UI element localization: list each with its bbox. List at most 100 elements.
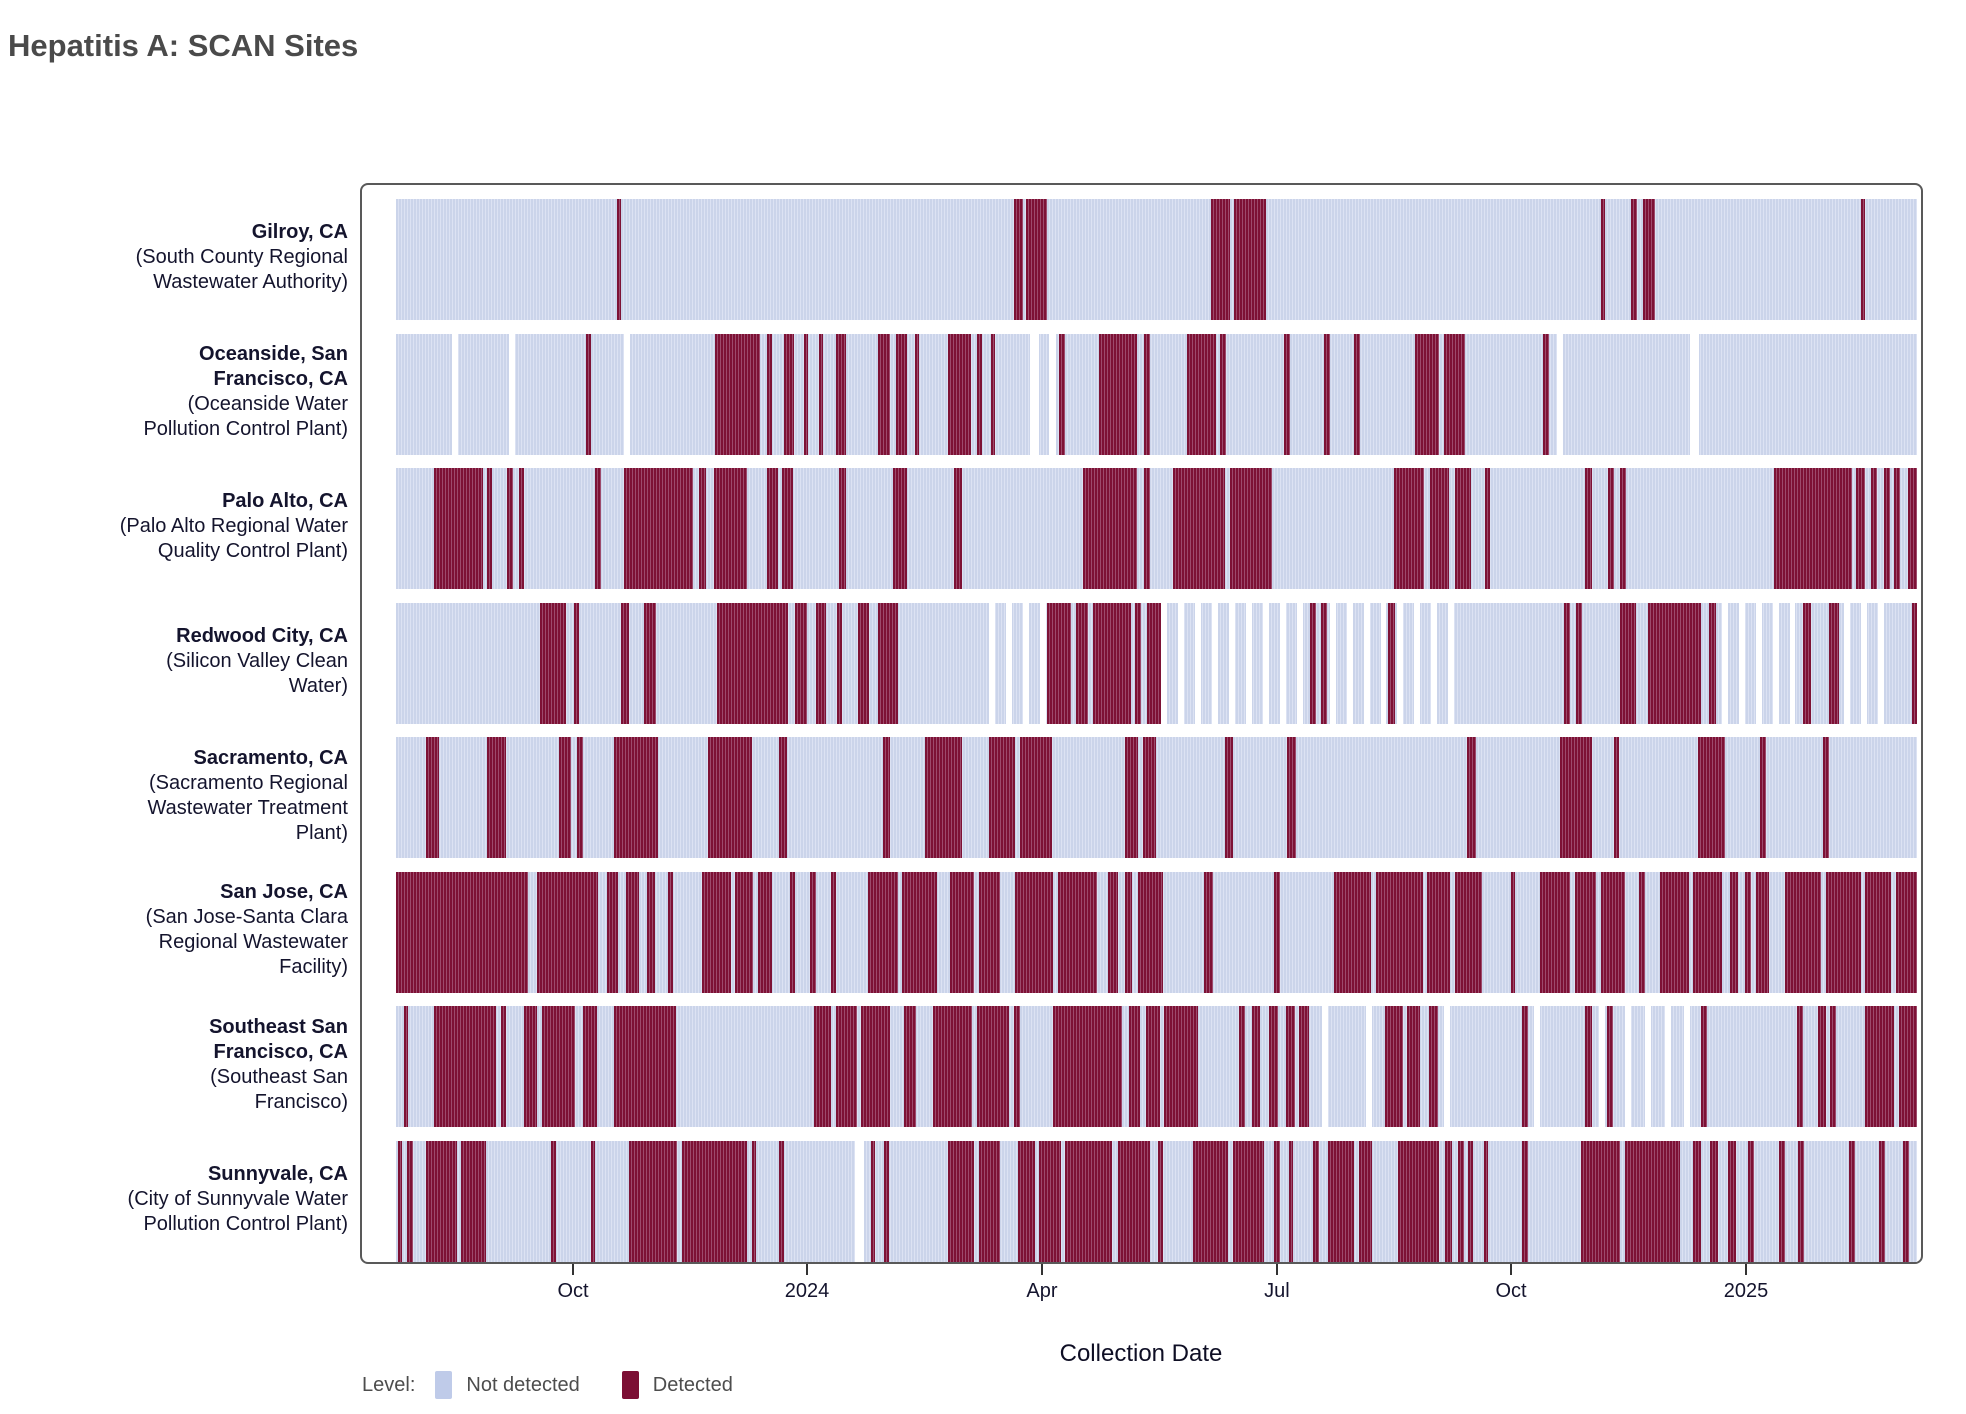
detected-segment (1075, 602, 1089, 724)
missing-data-segment (624, 333, 631, 455)
detected-segment (904, 1006, 917, 1127)
detected-segment (1334, 871, 1371, 993)
detected-segment (576, 737, 584, 858)
site-label: Gilroy, CA (South County Regional Wastewat… (40, 197, 348, 318)
detected-segment (1384, 1006, 1403, 1127)
detected-segment (867, 871, 898, 993)
detected-segment (1728, 1140, 1736, 1262)
detected-segment (607, 871, 619, 993)
detected-segment (831, 871, 836, 993)
axis-tick-label: Apr (1026, 1280, 1058, 1302)
detected-segment (1865, 871, 1892, 993)
site-label: San Jose, CA (San Jose-Santa Clara Regiona… (40, 870, 348, 991)
detected-segment (1427, 871, 1451, 993)
detected-segment (1600, 871, 1625, 993)
site-plant-line: (South County Regional (135, 246, 348, 268)
detected-segment (977, 1006, 1009, 1127)
detected-segment (932, 1006, 973, 1127)
detected-segment (1878, 1140, 1886, 1262)
detected-segment (789, 871, 795, 993)
detected-segment (767, 468, 778, 589)
detected-segment (814, 1006, 831, 1127)
detected-segment (1693, 1140, 1701, 1262)
site-plant-line: Pollution Control Plant) (143, 418, 348, 440)
detected-segment (1299, 1006, 1309, 1127)
detected-segment (949, 871, 974, 993)
detected-segment (1796, 1006, 1803, 1127)
detected-segment (434, 1006, 497, 1127)
detected-segment (707, 737, 752, 858)
detected-segment (1659, 871, 1689, 993)
detected-segment (1778, 1140, 1785, 1262)
site-city-line: Southeast San (209, 1015, 348, 1038)
detected-segment (1454, 468, 1472, 589)
detected-segment (1013, 1006, 1020, 1127)
detected-segment (989, 737, 1016, 858)
detected-segment (1860, 199, 1866, 320)
detected-segment (1521, 1140, 1528, 1262)
detected-segment (1019, 737, 1052, 858)
timeline-row (396, 1006, 1917, 1127)
not-detected-swatch (435, 1371, 453, 1399)
site-plant-line: Regional Wastewater (158, 931, 348, 953)
detected-segment (779, 737, 787, 858)
detected-segment (1856, 468, 1866, 589)
detected-segment (523, 1006, 538, 1127)
detected-segment (1600, 199, 1606, 320)
detected-segment (1092, 602, 1131, 724)
detected-segment (835, 1006, 857, 1127)
site-plant-line: (San Jose-Santa Clara (145, 906, 348, 928)
detected-segment (978, 1140, 1000, 1262)
axis-tick-mark (805, 1264, 808, 1275)
missing-data-segment (1533, 1006, 1540, 1127)
site-plant-line: Wastewater Authority) (153, 271, 348, 293)
detected-segment (1445, 1140, 1452, 1262)
missing-data-segment (1644, 1006, 1651, 1127)
detected-segment (715, 333, 760, 455)
detected-segment (1273, 871, 1280, 993)
site-plant-line: (Palo Alto Regional Water (119, 515, 348, 537)
detected-segment (1428, 1006, 1438, 1127)
site-plant-line: (Southeast San (210, 1065, 348, 1088)
detected-segment (878, 333, 891, 455)
detected-segment (767, 333, 772, 455)
detected-segment (870, 1140, 876, 1262)
site-plant-line: (Oceanside Water (187, 393, 348, 415)
detected-segment (838, 468, 847, 589)
missing-data-segment (1556, 333, 1563, 455)
sparse-sampling-segment (1843, 602, 1895, 724)
detected-segment (1729, 871, 1738, 993)
detected-segment (1098, 333, 1137, 455)
detected-segment (1320, 602, 1327, 724)
detected-segment (1164, 1006, 1198, 1127)
site-plant-line: Pollution Control Plant) (143, 1212, 348, 1235)
detected-segment (1057, 871, 1098, 993)
detected-segment (837, 602, 842, 724)
detected-segment (1457, 1140, 1464, 1262)
detected-segment (735, 871, 754, 993)
timeline-row (396, 737, 1917, 858)
detected-segment (461, 1140, 486, 1262)
detected-segment (1818, 1006, 1826, 1127)
missing-data-segment (1443, 1006, 1451, 1127)
detected-segment (1313, 1140, 1320, 1262)
detected-segment (954, 468, 962, 589)
detected-segment (1638, 871, 1645, 993)
detected-segment (701, 871, 731, 993)
detected-segment (1129, 1006, 1140, 1127)
detected-segment (882, 737, 891, 858)
detected-segment (1608, 468, 1615, 589)
axis-tick-mark (1510, 1264, 1513, 1275)
missing-data-segment (1048, 333, 1057, 455)
detected-segment (1483, 1140, 1489, 1262)
detected-segment (646, 871, 655, 993)
detected-segment (757, 871, 772, 993)
detected-segment (1147, 602, 1162, 724)
detected-segment (1387, 602, 1396, 724)
legend-label-not-detected: Not detected (466, 1373, 580, 1396)
detected-segment (1697, 737, 1726, 858)
legend-item-detected: Detected (621, 1371, 733, 1399)
detected-segment (902, 871, 938, 993)
detected-segment (878, 602, 898, 724)
axis-tick-label: Oct (1495, 1280, 1527, 1302)
